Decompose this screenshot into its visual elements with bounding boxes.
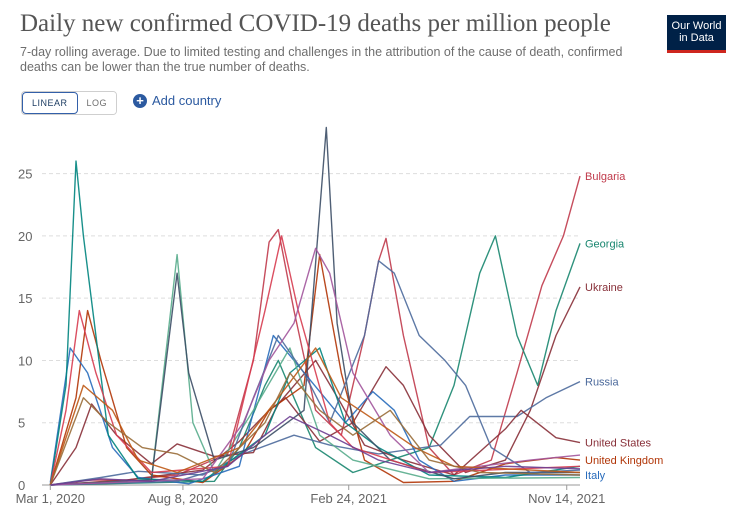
series-label-united-states[interactable]: United States [585,438,652,450]
series-label-ukraine[interactable]: Ukraine [585,282,623,294]
x-tick-label: Aug 8, 2020 [148,491,218,506]
series-label-georgia[interactable]: Georgia [585,238,625,250]
series-label-russia[interactable]: Russia [585,377,620,389]
y-tick-label: 5 [18,416,25,431]
y-tick-label: 20 [18,229,32,244]
y-tick-label: 15 [18,291,32,306]
series-labels: Bulgaria Georgia Ukraine Russia United State… [585,171,663,482]
y-tick-label: 25 [18,167,32,182]
x-tick-label: Mar 1, 2020 [16,491,85,506]
series-label-bulgaria[interactable]: Bulgaria [585,171,626,183]
series-label-united-kingdom[interactable]: United Kingdom [585,455,663,467]
series-lines [50,128,580,486]
line-chart: 0510152025Mar 1, 2020 Aug 8, 2020 Feb 24, … [0,0,739,518]
x-tick-label: Nov 14, 2021 [528,491,605,506]
series-label-italy[interactable]: Italy [585,470,606,482]
y-tick-label: 10 [18,353,32,368]
series-line[interactable] [50,128,580,486]
x-tick-label: Feb 24, 2021 [310,491,387,506]
